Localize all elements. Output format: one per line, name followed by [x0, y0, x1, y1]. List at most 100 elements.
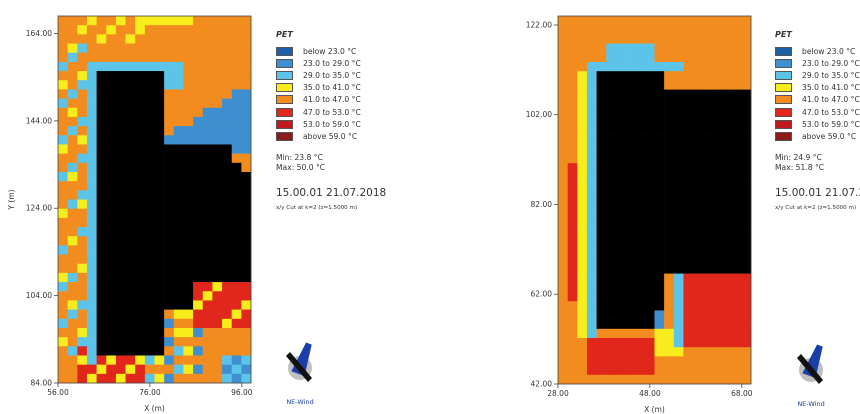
heatmap-cell [741, 126, 752, 136]
heatmap-cell [183, 272, 194, 283]
max-value: Max: 51.8 °C [775, 162, 825, 172]
heatmap-cell [77, 263, 88, 274]
heatmap-cell [135, 199, 146, 209]
heatmap-cell [712, 209, 723, 219]
heatmap-cell [67, 43, 78, 54]
heatmap-cell [58, 254, 68, 265]
heatmap-cell [712, 71, 723, 81]
heatmap-cell [606, 135, 617, 146]
heatmap-cell [212, 355, 223, 365]
heatmap-cell [154, 272, 165, 283]
heatmap-cell [606, 227, 617, 238]
heatmap-cell [231, 61, 242, 72]
heatmap-cell [558, 25, 568, 35]
heatmap-cell [731, 154, 742, 164]
heatmap-cell [202, 80, 213, 90]
heatmap-cell [183, 318, 194, 329]
heatmap-cell [654, 71, 665, 81]
heatmap-cell [154, 300, 165, 310]
heatmap-cell [164, 135, 175, 145]
legend-item: 41.0 to 47.0 °C [775, 94, 860, 106]
heatmap-cell [664, 218, 675, 228]
heatmap-cell [144, 61, 155, 72]
heatmap-cell [115, 217, 126, 228]
heatmap-cell [558, 98, 568, 109]
heatmap-cell [106, 181, 117, 191]
heatmap-cell [654, 144, 665, 155]
heatmap-cell [731, 172, 742, 182]
heatmap-cell [173, 254, 184, 265]
pet-panel-left: 56.00 76.00 96.00 84.00 104.00 124.00 144.00 16… [7, 15, 386, 413]
heatmap-cell [154, 263, 165, 274]
heatmap-cell [125, 199, 136, 209]
heatmap-cell [125, 263, 136, 274]
heatmap-cell [644, 144, 655, 155]
heatmap-cell [106, 327, 117, 338]
heatmap-cell [58, 116, 68, 127]
heatmap-cell [731, 328, 742, 339]
y-tick-label: 82.00 [531, 200, 553, 209]
legend-item: 47.0 to 53.0 °C [775, 106, 860, 118]
heatmap-cell [58, 208, 68, 219]
heatmap-cell [702, 218, 713, 228]
heatmap-cell [77, 373, 88, 384]
heatmap-cell [106, 89, 117, 99]
heatmap-cell [577, 236, 588, 247]
heatmap-cell [212, 107, 223, 118]
heatmap-cell [606, 338, 617, 348]
heatmap-cell [164, 162, 175, 173]
heatmap-cell [558, 163, 568, 173]
heatmap-cell [664, 117, 675, 127]
heatmap-cell [586, 80, 597, 90]
heatmap-cell [212, 144, 223, 154]
heatmap-cell [193, 52, 204, 63]
heatmap-cell [144, 208, 155, 219]
heatmap-cell [212, 327, 223, 338]
heatmap-cell [144, 43, 155, 54]
heatmap-cell [683, 117, 694, 127]
heatmap-cell [722, 16, 732, 26]
heatmap-cell [644, 347, 655, 357]
heatmap-cell [654, 338, 665, 348]
heatmap-cell [702, 328, 713, 339]
heatmap-cell [183, 25, 194, 35]
heatmap-cell [125, 25, 136, 35]
heatmap-cell [222, 171, 232, 182]
heatmap-cell [164, 126, 175, 136]
heatmap-cell [596, 365, 607, 376]
heatmap-cell [644, 25, 655, 35]
heatmap-cell [693, 273, 704, 284]
heatmap-cell [58, 126, 68, 136]
heatmap-cell [86, 98, 97, 109]
heatmap-cell [202, 337, 213, 347]
heatmap-cell [586, 34, 597, 44]
heatmap-cell [596, 144, 607, 155]
heatmap-cell [586, 292, 597, 302]
heatmap-cell [644, 236, 655, 247]
heatmap-cell [193, 263, 204, 274]
heatmap-cell [596, 126, 607, 136]
heatmap-cell [625, 255, 636, 265]
heatmap-cell [644, 117, 655, 127]
heatmap-cell [654, 301, 665, 311]
heatmap-cell [212, 126, 223, 136]
heatmap-cell [644, 227, 655, 238]
heatmap-cell [144, 291, 155, 301]
heatmap-cell [154, 52, 165, 63]
heatmap-cell [135, 126, 146, 136]
heatmap-cell [606, 218, 617, 228]
heatmap-cell [193, 236, 204, 246]
heatmap-cell [635, 25, 646, 35]
heatmap-cell [731, 200, 742, 210]
heatmap-cell [731, 292, 742, 302]
heatmap-cell [144, 25, 155, 35]
heatmap-cell [135, 309, 146, 320]
heatmap-cell [202, 98, 213, 109]
heatmap-cell [86, 337, 97, 347]
heatmap-cell [77, 98, 88, 109]
heatmap-cell [154, 337, 165, 347]
heatmap-cell [577, 218, 588, 228]
heatmap-cell [241, 364, 252, 375]
heatmap-cell [67, 291, 78, 301]
heatmap-cell [673, 273, 684, 284]
